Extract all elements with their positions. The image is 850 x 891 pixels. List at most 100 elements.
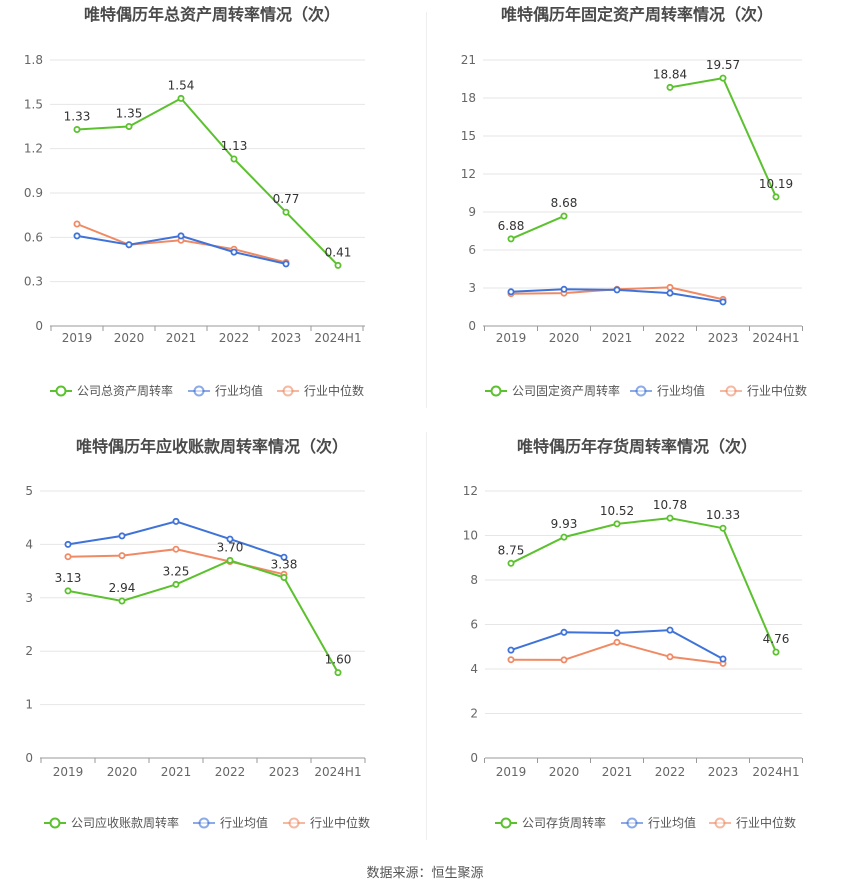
x-tick-label: 2021 [166,331,197,345]
data-point [73,220,81,228]
legend-item: 行业均值 [621,815,696,830]
data-label: 0.41 [325,245,352,259]
y-tick-label: 0 [470,751,478,765]
legend-item: 行业中位数 [720,383,807,398]
x-tick-label: 2024H1 [752,331,799,345]
x-tick-label: 2023 [271,331,302,345]
legend-item: 行业均值 [188,383,263,398]
data-point [719,655,727,663]
legend-swatch-marker [193,385,205,397]
data-point [666,283,674,291]
data-point [507,288,515,296]
data-label: 2.94 [109,581,136,595]
x-tick-label: 2020 [107,765,138,779]
data-point [666,653,674,661]
legend-label: 行业中位数 [304,383,364,398]
series-industry-median [73,220,290,266]
legend-label: 公司固定资产周转率 [512,383,620,398]
legend-swatch-marker [55,385,67,397]
legend-label: 行业中位数 [310,815,370,830]
legend-item: 公司固定资产周转率 [485,383,620,398]
data-point [719,74,727,82]
chart-total-asset-turnover: 唯特偶历年总资产周转率情况（次） 0 0.3 0.6 0.9 1.2 1.5 1.8 2019 2… [0,0,425,432]
y-tick-label: 2 [470,707,478,721]
x-tick-label: 2021 [602,765,633,779]
legend-label: 行业均值 [215,383,263,398]
data-label: 8.75 [498,543,525,557]
data-point [282,208,290,216]
chart-title: 唯特偶历年存货周转率情况（次） [517,437,757,456]
data-point [666,514,674,522]
data-label: 1.60 [325,653,352,667]
legend-item: 行业中位数 [277,383,364,398]
data-label: 1.13 [221,139,248,153]
legend-label: 行业中位数 [736,815,796,830]
data-label: 10.19 [759,177,793,191]
y-tick-label: 12 [463,484,478,498]
data-label: 18.84 [653,67,687,81]
data-point [560,628,568,636]
data-point [172,517,180,525]
y-tick-label: 1.8 [24,53,43,67]
legend-label: 公司总资产周转率 [77,383,173,398]
data-point [613,520,621,528]
x-tick-label: 2024H1 [314,765,361,779]
data-point [613,286,621,294]
data-point [177,94,185,102]
divider-bottom [426,432,427,840]
data-label: 9.93 [551,517,578,531]
y-tick-label: 2 [25,644,33,658]
series-company: 3.13 2.94 3.25 3.70 3.38 1.60 [55,540,352,677]
data-point [226,535,234,543]
data-label: 1.33 [64,110,91,124]
chart-fixed-asset-turnover: 唯特偶历年固定资产周转率情况（次） 0 3 6 9 12 15 18 21 2019 2020 202… [425,0,850,432]
legend-swatch-marker [490,385,502,397]
data-point [230,155,238,163]
chart-title: 唯特偶历年总资产周转率情况（次） [84,5,340,24]
data-point [172,545,180,553]
data-point [172,580,180,588]
chart-title: 唯特偶历年固定资产周转率情况（次） [501,5,773,24]
data-point [64,553,72,561]
data-label: 1.35 [116,107,143,121]
data-point [282,260,290,268]
chart-receivables-turnover: 唯特偶历年应收账款周转率情况（次） 0 1 2 3 4 5 2019 2020 2021 2022 2… [0,432,425,864]
y-tick-label: 12 [461,167,476,181]
data-point [73,126,81,134]
legend-item: 行业均值 [193,815,268,830]
y-tick-label: 3 [25,591,33,605]
data-point [613,638,621,646]
y-tick-label: 4 [470,662,478,676]
y-tick-label: 9 [468,205,476,219]
legend-swatch-marker [198,817,210,829]
y-tick-label: 1.2 [24,142,43,156]
data-point [177,232,185,240]
y-tick-label: 0 [25,751,33,765]
x-tick-label: 2023 [708,765,739,779]
data-point [334,669,342,677]
data-point [719,524,727,532]
y-tick-label: 1 [25,698,33,712]
y-tick-label: 18 [461,91,476,105]
series-industry-avg [64,517,288,561]
series-company: 8.75 9.93 10.52 10.78 10.33 4.76 [498,498,789,656]
data-label: 3.25 [163,564,190,578]
data-label: 6.88 [498,219,525,233]
legend-item: 行业中位数 [283,815,370,830]
data-source-note: 数据来源：恒生聚源 [366,866,484,881]
x-tick-label: 2024H1 [314,331,361,345]
x-tick-label: 2024H1 [752,765,799,779]
legend-label: 公司应收账款周转率 [71,815,179,830]
legend-swatch-marker [282,385,294,397]
chart-svg-3: 唯特偶历年存货周转率情况（次） 0 2 4 6 8 10 12 2019 2020 2021 2022… [463,437,803,830]
chart-title: 唯特偶历年应收账款周转率情况（次） [76,437,348,456]
legend-label: 行业中位数 [747,383,807,398]
data-point [560,533,568,541]
data-label: 3.70 [217,540,244,554]
y-tick-label: 0.3 [24,275,43,289]
x-tick-label: 2020 [549,765,580,779]
chart-svg-0: 唯特偶历年总资产周转率情况（次） 0 0.3 0.6 0.9 1.2 1.5 1.8 2019 2… [24,5,365,398]
series-line [510,517,777,653]
data-label: 0.77 [273,192,300,206]
data-point [772,648,780,656]
